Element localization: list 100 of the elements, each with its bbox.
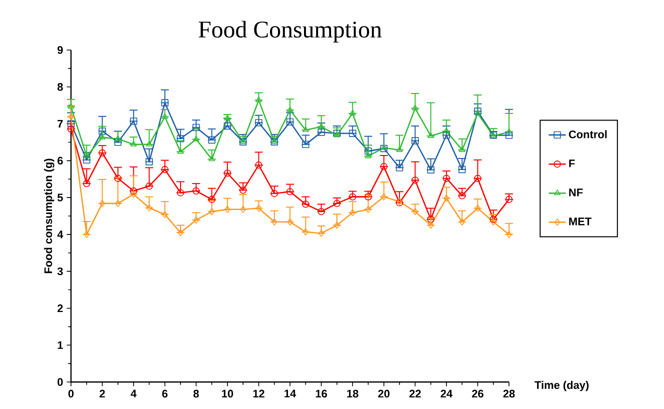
point [146,182,153,190]
point [318,208,325,216]
point [490,218,496,226]
x-tick-label: 8 [193,390,199,398]
point [83,152,90,158]
point [255,119,262,126]
x-tick-label: 26 [472,390,484,398]
point [458,166,466,174]
x-tick-label: 2 [100,390,105,398]
point [444,194,450,202]
point [302,228,308,236]
y-tick-label: 1 [58,341,63,349]
point [98,128,106,135]
point [334,222,340,229]
point [428,222,434,229]
y-tick-label: 9 [58,46,63,54]
point [255,162,262,169]
y-axis-title: Food consumption (g) [44,158,54,274]
point [318,123,324,129]
point [161,166,168,174]
point [458,192,466,200]
point [474,174,482,182]
point [302,140,310,148]
x-tick-label: 12 [253,390,264,398]
point [380,162,388,170]
point [506,128,512,134]
point [240,206,246,213]
point [365,206,372,213]
x-tick-label: 24 [440,390,452,398]
point [272,218,278,226]
point [130,187,138,194]
point [364,147,372,155]
point [442,174,450,182]
point [396,146,403,152]
point [286,188,294,196]
point [256,204,262,212]
point [161,99,168,106]
point [412,137,419,144]
point [208,208,215,216]
point [443,128,450,134]
point [505,132,513,139]
point [348,130,356,137]
point [83,180,90,188]
point [349,110,356,116]
point [146,204,152,212]
legend-label: MET [569,218,592,226]
y-tick-label: 8 [57,83,63,91]
point [146,140,152,146]
legend-label: NF [569,188,583,196]
x-tick-label: 20 [378,390,390,398]
legend-label: Control [568,130,607,138]
point [162,210,168,218]
point [114,174,122,182]
point [177,148,184,154]
point [380,144,388,150]
point [176,189,184,196]
point [192,124,200,132]
y-tick-label: 0 [58,378,63,386]
point [162,113,168,119]
y-tick-label: 5 [57,194,63,202]
point [224,206,230,213]
point [68,113,74,120]
point [192,187,200,194]
point [256,96,262,102]
x-tick-label: 28 [503,390,515,398]
point [474,204,481,212]
point [302,126,309,132]
point [459,218,465,226]
point [381,193,387,200]
point [178,229,184,236]
legend-label: F [569,160,575,168]
x-axis-title: Time (day) [534,380,589,392]
point [115,200,121,208]
y-tick-label: 7 [58,120,63,128]
point [286,118,294,126]
x-tick-label: 0 [68,390,74,398]
x-tick-label: 14 [284,390,296,398]
x-tick-label: 6 [162,390,168,398]
point [130,140,137,146]
point [287,218,293,226]
point [333,200,341,208]
point [427,216,434,223]
point [412,176,419,184]
point [427,166,434,174]
point [286,106,294,112]
point [350,209,356,216]
point [114,138,122,146]
y-tick-label: 4 [57,230,64,238]
point [318,230,324,237]
point [442,132,450,139]
point [380,144,388,152]
x-tick-label: 10 [222,390,234,398]
point [396,164,404,172]
y-tick-label: 6 [58,156,63,165]
point [412,104,418,110]
point [224,122,232,130]
point [208,136,216,144]
point [364,193,372,200]
point [146,158,153,166]
point [505,196,513,203]
